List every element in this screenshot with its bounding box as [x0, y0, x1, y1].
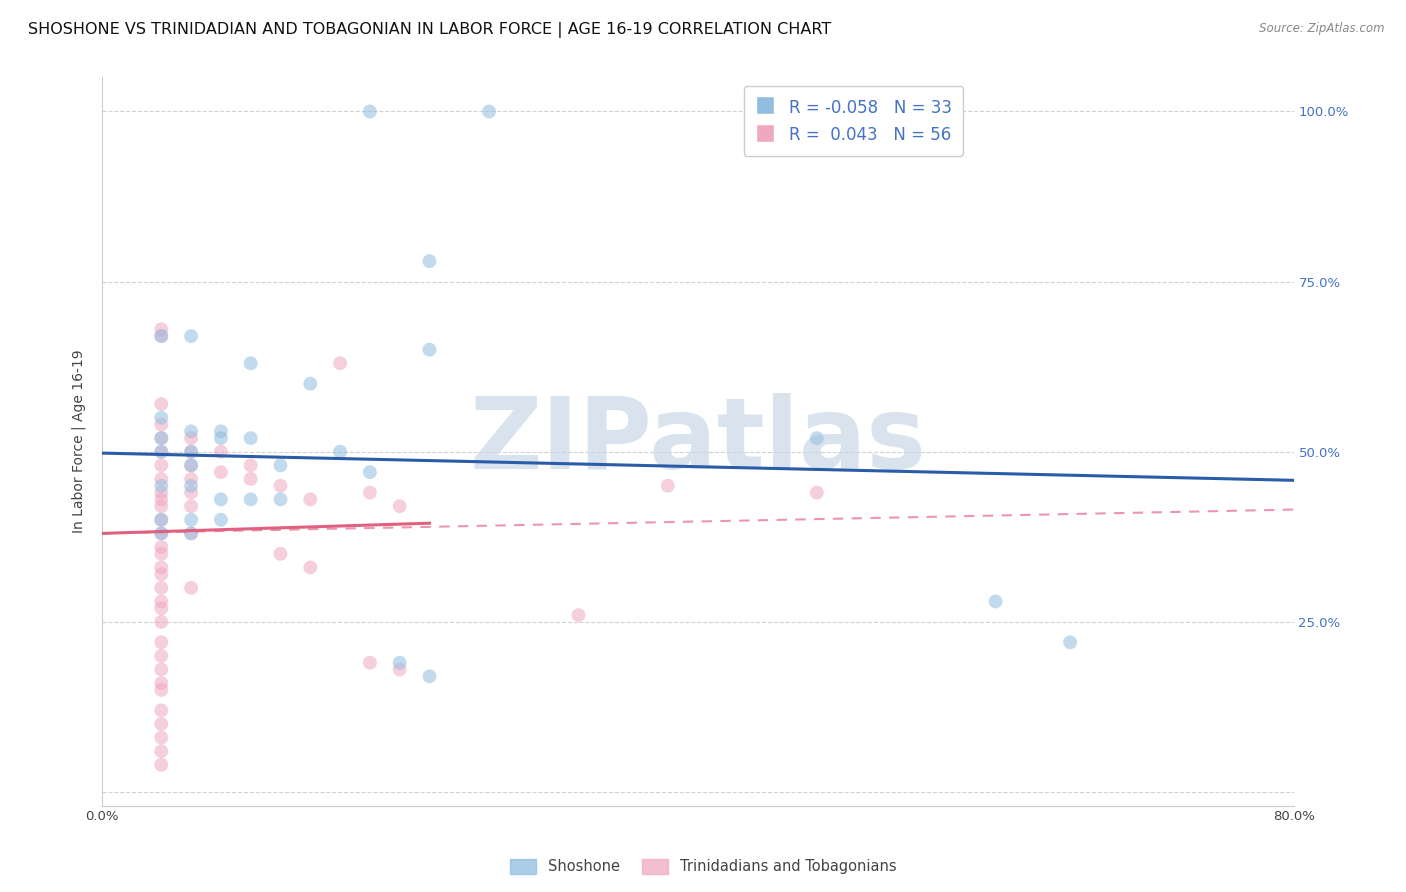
Point — [359, 656, 381, 670]
Point — [150, 472, 173, 486]
Point — [209, 444, 232, 458]
Point — [180, 444, 202, 458]
Point — [269, 492, 291, 507]
Point — [329, 444, 352, 458]
Point — [150, 703, 173, 717]
Point — [984, 594, 1007, 608]
Point — [329, 356, 352, 370]
Point — [150, 322, 173, 336]
Point — [150, 526, 173, 541]
Point — [239, 431, 262, 445]
Point — [239, 492, 262, 507]
Point — [150, 431, 173, 445]
Point — [359, 465, 381, 479]
Point — [150, 676, 173, 690]
Text: Source: ZipAtlas.com: Source: ZipAtlas.com — [1260, 22, 1385, 36]
Point — [478, 104, 501, 119]
Point — [388, 656, 411, 670]
Point — [180, 329, 202, 343]
Point — [150, 329, 173, 343]
Point — [150, 431, 173, 445]
Point — [150, 485, 173, 500]
Point — [806, 431, 828, 445]
Point — [388, 663, 411, 677]
Point — [150, 410, 173, 425]
Text: SHOSHONE VS TRINIDADIAN AND TOBAGONIAN IN LABOR FORCE | AGE 16-19 CORRELATION CH: SHOSHONE VS TRINIDADIAN AND TOBAGONIAN I… — [28, 22, 831, 38]
Point — [150, 397, 173, 411]
Point — [209, 431, 232, 445]
Point — [180, 526, 202, 541]
Point — [567, 608, 589, 623]
Point — [299, 492, 322, 507]
Point — [150, 581, 173, 595]
Point — [209, 513, 232, 527]
Point — [209, 425, 232, 439]
Point — [150, 547, 173, 561]
Text: ZIPatlas: ZIPatlas — [470, 393, 927, 490]
Point — [806, 485, 828, 500]
Point — [150, 499, 173, 513]
Point — [150, 567, 173, 582]
Point — [239, 472, 262, 486]
Point — [150, 744, 173, 758]
Y-axis label: In Labor Force | Age 16-19: In Labor Force | Age 16-19 — [72, 350, 86, 533]
Point — [359, 104, 381, 119]
Point — [150, 682, 173, 697]
Point — [180, 444, 202, 458]
Point — [299, 560, 322, 574]
Point — [180, 425, 202, 439]
Point — [150, 540, 173, 554]
Point — [150, 513, 173, 527]
Point — [150, 757, 173, 772]
Point — [388, 499, 411, 513]
Point — [269, 479, 291, 493]
Point — [150, 594, 173, 608]
Point — [150, 648, 173, 663]
Point — [150, 663, 173, 677]
Point — [180, 458, 202, 473]
Point — [239, 458, 262, 473]
Point — [418, 254, 440, 268]
Point — [269, 458, 291, 473]
Point — [239, 356, 262, 370]
Point — [180, 431, 202, 445]
Point — [150, 560, 173, 574]
Point — [150, 601, 173, 615]
Point — [150, 492, 173, 507]
Legend: Shoshone, Trinidadians and Tobagonians: Shoshone, Trinidadians and Tobagonians — [503, 853, 903, 880]
Point — [150, 526, 173, 541]
Point — [150, 479, 173, 493]
Point — [150, 458, 173, 473]
Legend: R = -0.058   N = 33, R =  0.043   N = 56: R = -0.058 N = 33, R = 0.043 N = 56 — [744, 86, 963, 156]
Point — [180, 472, 202, 486]
Point — [150, 444, 173, 458]
Point — [209, 465, 232, 479]
Point — [209, 492, 232, 507]
Point — [150, 615, 173, 629]
Point — [150, 417, 173, 432]
Point — [150, 635, 173, 649]
Point — [180, 526, 202, 541]
Point — [180, 581, 202, 595]
Point — [150, 329, 173, 343]
Point — [299, 376, 322, 391]
Point — [150, 444, 173, 458]
Point — [180, 513, 202, 527]
Point — [150, 717, 173, 731]
Point — [359, 485, 381, 500]
Point — [180, 485, 202, 500]
Point — [180, 458, 202, 473]
Point — [418, 669, 440, 683]
Point — [150, 513, 173, 527]
Point — [1059, 635, 1081, 649]
Point — [269, 547, 291, 561]
Point — [150, 731, 173, 745]
Point — [657, 479, 679, 493]
Point — [418, 343, 440, 357]
Point — [180, 499, 202, 513]
Point — [180, 479, 202, 493]
